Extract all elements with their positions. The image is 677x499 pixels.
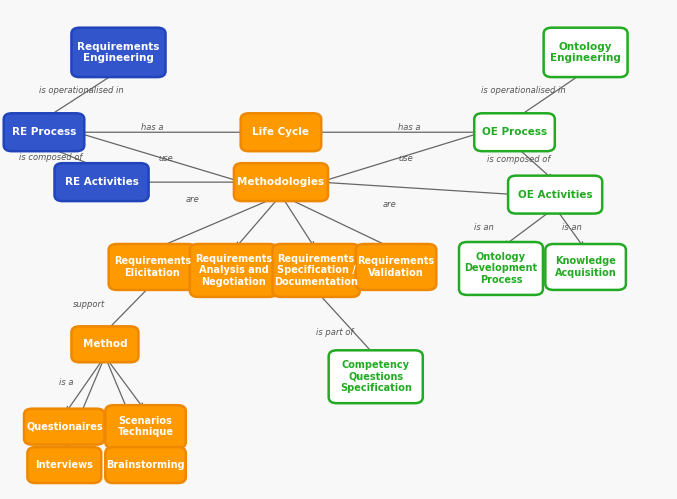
- Text: Interviews: Interviews: [35, 460, 93, 470]
- Text: Requirements
Specification /
Documentation: Requirements Specification / Documentati…: [274, 254, 358, 287]
- Text: are: are: [383, 200, 396, 209]
- Text: RE Process: RE Process: [12, 127, 77, 137]
- FancyBboxPatch shape: [54, 163, 149, 201]
- Text: Ontology
Development
Process: Ontology Development Process: [464, 252, 538, 285]
- Text: has a: has a: [141, 123, 164, 132]
- FancyBboxPatch shape: [241, 113, 321, 151]
- FancyBboxPatch shape: [544, 28, 628, 77]
- Text: Competency
Questions
Specification: Competency Questions Specification: [340, 360, 412, 393]
- Text: has a: has a: [398, 123, 421, 132]
- FancyBboxPatch shape: [24, 409, 105, 445]
- Text: Brainstorming: Brainstorming: [106, 460, 185, 470]
- Text: is an: is an: [473, 223, 494, 232]
- FancyBboxPatch shape: [474, 113, 555, 151]
- Text: Methodologies: Methodologies: [238, 177, 324, 187]
- FancyBboxPatch shape: [190, 244, 278, 297]
- Text: is part of: is part of: [316, 328, 354, 337]
- FancyBboxPatch shape: [329, 350, 422, 403]
- Text: OE Activities: OE Activities: [518, 190, 592, 200]
- Text: Requirements
Elicitation: Requirements Elicitation: [114, 256, 191, 278]
- FancyBboxPatch shape: [546, 244, 626, 290]
- Text: is operationalised in: is operationalised in: [39, 86, 124, 95]
- Text: is composed of: is composed of: [487, 155, 551, 164]
- Text: is a: is a: [59, 378, 74, 387]
- Text: Ontology
Engineering: Ontology Engineering: [550, 41, 621, 63]
- Text: Method: Method: [83, 339, 127, 349]
- Text: is an: is an: [562, 223, 582, 232]
- FancyBboxPatch shape: [272, 244, 360, 297]
- Text: Life Cycle: Life Cycle: [253, 127, 309, 137]
- Text: use: use: [399, 154, 414, 163]
- Text: Requirements
Validation: Requirements Validation: [357, 256, 435, 278]
- Text: Knowledge
Acquisition: Knowledge Acquisition: [554, 256, 617, 278]
- FancyBboxPatch shape: [4, 113, 85, 151]
- Text: is composed of: is composed of: [19, 153, 83, 162]
- FancyBboxPatch shape: [459, 242, 543, 295]
- FancyBboxPatch shape: [356, 244, 436, 290]
- Text: RE Activities: RE Activities: [64, 177, 139, 187]
- Text: Questionaires: Questionaires: [26, 422, 103, 432]
- Text: OE Process: OE Process: [482, 127, 547, 137]
- Text: use: use: [158, 154, 173, 163]
- FancyBboxPatch shape: [508, 176, 603, 214]
- Text: are: are: [186, 195, 200, 204]
- Text: support: support: [73, 300, 106, 309]
- Text: Requirements
Engineering: Requirements Engineering: [77, 41, 160, 63]
- FancyBboxPatch shape: [106, 447, 185, 483]
- FancyBboxPatch shape: [108, 244, 196, 290]
- Text: Requirements
Analysis and
Negotiation: Requirements Analysis and Negotiation: [195, 254, 272, 287]
- FancyBboxPatch shape: [72, 326, 139, 362]
- FancyBboxPatch shape: [27, 447, 102, 483]
- Text: Scenarios
Technique: Scenarios Technique: [118, 416, 173, 438]
- Text: is operationalised in: is operationalised in: [481, 86, 565, 95]
- FancyBboxPatch shape: [72, 28, 166, 77]
- FancyBboxPatch shape: [106, 405, 185, 448]
- FancyBboxPatch shape: [234, 163, 328, 201]
